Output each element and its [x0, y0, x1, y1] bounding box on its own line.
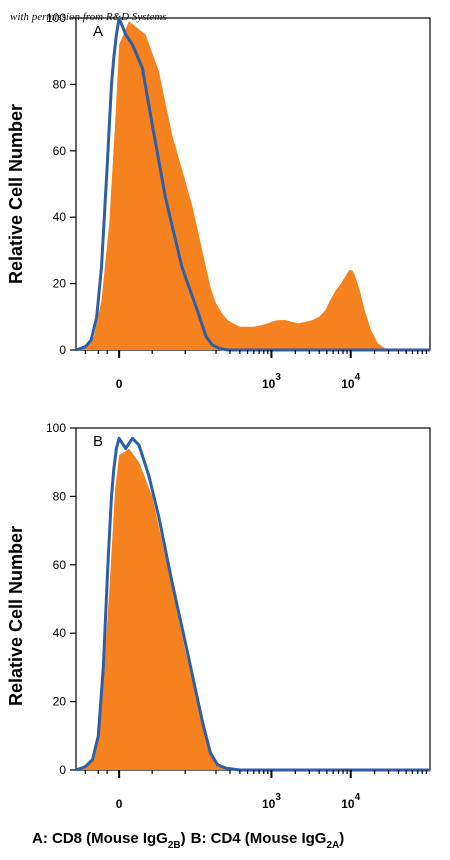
x-tick-label: 104 — [341, 792, 360, 811]
caption-a-subscript: 2B — [168, 840, 181, 851]
panel-label: A — [93, 23, 103, 40]
y-tick-label: 100 — [46, 11, 66, 25]
y-tick-label: 0 — [59, 343, 66, 357]
caption-b-prefix: B: CD4 (Mouse IgG — [191, 830, 327, 847]
caption-b-suffix: ) — [339, 830, 344, 847]
x-tick-label-base: 10 — [262, 377, 276, 391]
x-tick-label: 103 — [262, 792, 281, 811]
panel-label: B — [93, 433, 103, 450]
y-axis-title: Relative Cell Number — [6, 104, 26, 284]
x-tick-label-exponent: 3 — [275, 372, 281, 383]
caption-b-subscript: 2A — [326, 840, 339, 851]
y-tick-label: 60 — [53, 558, 67, 572]
y-tick-label: 80 — [53, 489, 67, 503]
y-axis-title: Relative Cell Number — [6, 526, 26, 706]
caption-a-suffix: ) — [181, 830, 186, 847]
x-tick-label: 0 — [116, 377, 123, 391]
outline-histogram-series — [75, 436, 430, 772]
y-tick-label: 40 — [53, 210, 67, 224]
y-tick-label: 80 — [53, 77, 67, 91]
figure-caption: A: CD8 (Mouse IgG2B) B: CD4 (Mouse IgG2A) — [32, 830, 344, 851]
y-tick-label: 20 — [53, 695, 67, 709]
filled-histogram-series — [76, 448, 430, 770]
x-tick-label: 104 — [341, 372, 360, 391]
x-tick-label-exponent: 4 — [355, 372, 361, 383]
watermark-text: with permission from R&D Systems — [10, 11, 167, 23]
y-tick-label: 0 — [59, 763, 66, 777]
y-tick-label: 40 — [53, 626, 67, 640]
y-tick-label: 20 — [53, 277, 67, 291]
x-tick-label-base: 10 — [341, 797, 355, 811]
x-tick-label: 103 — [262, 372, 281, 391]
filled-histogram-series — [76, 21, 430, 351]
x-tick-label-base: 10 — [262, 797, 276, 811]
y-tick-label: 100 — [46, 421, 66, 435]
x-tick-label-base: 10 — [341, 377, 355, 391]
outline-histogram-series — [75, 16, 430, 352]
x-tick-label: 0 — [116, 797, 123, 811]
x-tick-label-exponent: 4 — [355, 792, 361, 803]
x-tick-label-base: 0 — [116, 797, 123, 811]
caption-a-prefix: A: CD8 (Mouse IgG — [32, 830, 168, 847]
x-tick-label-exponent: 3 — [275, 792, 281, 803]
y-tick-label: 60 — [53, 144, 67, 158]
x-tick-label-base: 0 — [116, 377, 123, 391]
